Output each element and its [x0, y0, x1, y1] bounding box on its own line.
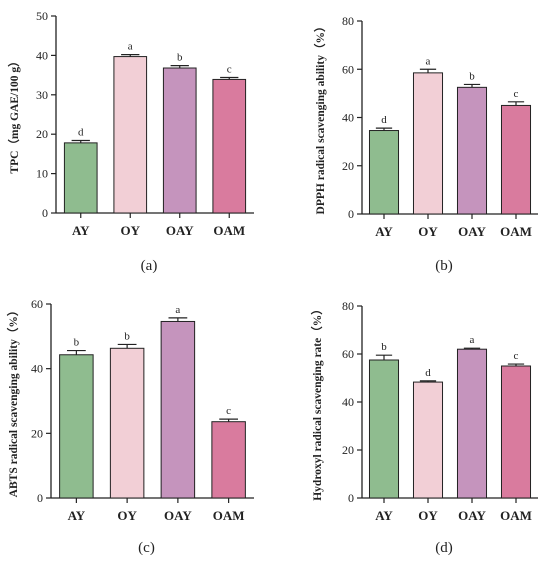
bar-oay	[456, 348, 488, 499]
bar-ay	[59, 354, 94, 499]
x-tick-label: OAY	[166, 223, 194, 238]
x-tick-label: OAY	[164, 508, 192, 523]
significance-label: b	[124, 330, 130, 342]
panel-label: (d)	[435, 540, 453, 556]
chart-panel-2: 0 20 40 60 80 DPPH radical scavenging ability…	[313, 14, 538, 274]
y-tick-label: 0	[348, 491, 354, 505]
bar-oy	[412, 381, 444, 499]
x-tick-label: AY	[375, 508, 393, 523]
bar-oam	[500, 104, 532, 215]
x-tick-label: OAY	[458, 224, 486, 239]
y-tick-label: 40	[342, 111, 354, 125]
significance-label: a	[426, 55, 431, 67]
x-tick-label: OAM	[500, 508, 532, 523]
significance-label: a	[175, 304, 180, 316]
y-tick-label: 10	[36, 167, 48, 181]
y-tick-label: 40	[36, 48, 48, 62]
bar-oay	[456, 86, 488, 215]
bar-oam	[212, 78, 247, 214]
panel-label: (b)	[435, 258, 453, 274]
x-tick-label: OY	[121, 223, 141, 238]
significance-label: c	[514, 350, 519, 362]
y-axis-title: DPPH radical scavenging ability（%）	[313, 21, 327, 215]
y-tick-label: 60	[342, 62, 354, 76]
bar-ay	[368, 359, 400, 499]
y-tick-label: 80	[342, 299, 354, 313]
bar-oam	[500, 365, 532, 499]
chart-panel-1: 0 10 20 30 40 50 TPC（mg GAE/100 g） d AY a OY b OAY c O…	[7, 9, 254, 274]
bar-oy	[113, 56, 148, 214]
significance-label: a	[128, 41, 133, 53]
significance-label: b	[469, 70, 475, 82]
y-tick-label: 20	[36, 127, 48, 141]
x-tick-label: AY	[72, 223, 90, 238]
y-tick-label: 20	[342, 159, 354, 173]
y-axis-title: ABTS radical scavenging ability（%）	[6, 305, 20, 498]
bar-oay	[160, 320, 196, 499]
significance-label: b	[381, 341, 387, 353]
bar-ay	[368, 130, 400, 215]
x-tick-label: AY	[375, 224, 393, 239]
bar-ay	[63, 142, 98, 214]
chart-panel-4: 0 20 40 60 80 Hydroxyl radical scavenging rat…	[310, 299, 538, 556]
x-tick-label: OAM	[213, 508, 245, 523]
y-tick-label: 0	[348, 207, 354, 221]
significance-label: c	[514, 88, 519, 100]
x-tick-label: OY	[418, 224, 438, 239]
significance-label: d	[78, 127, 84, 139]
bar-oam	[211, 421, 246, 499]
significance-label: b	[177, 52, 183, 64]
significance-label: b	[74, 337, 80, 349]
significance-label: d	[425, 367, 431, 379]
y-axis-title: TPC（mg GAE/100 g）	[7, 55, 21, 173]
x-tick-label: OY	[418, 508, 438, 523]
y-tick-label: 0	[42, 206, 48, 220]
panel-label: (a)	[141, 258, 158, 274]
bar-oy	[109, 347, 145, 499]
x-tick-label: OAM	[213, 223, 245, 238]
y-tick-label: 30	[36, 88, 48, 102]
y-tick-label: 60	[31, 297, 43, 311]
x-tick-label: OAY	[458, 508, 486, 523]
significance-label: d	[381, 114, 387, 126]
y-tick-label: 20	[342, 443, 354, 457]
panel-label: (c)	[138, 540, 155, 556]
y-tick-label: 0	[37, 491, 43, 505]
significance-label: c	[226, 405, 231, 417]
x-tick-label: OAM	[500, 224, 532, 239]
bar-oay	[162, 67, 197, 214]
significance-label: a	[470, 334, 475, 346]
y-tick-label: 40	[342, 395, 354, 409]
x-tick-label: OY	[117, 508, 137, 523]
x-tick-label: AY	[68, 508, 86, 523]
y-tick-label: 40	[31, 362, 43, 376]
bar-oy	[412, 72, 444, 215]
chart-panel-3: 0 20 40 60 ABTS radical scavenging ability（%…	[6, 297, 254, 556]
y-axis-title: Hydroxyl radical scavenging rate（%）	[310, 303, 324, 501]
y-tick-label: 50	[36, 9, 48, 23]
significance-label: c	[227, 63, 232, 75]
y-tick-label: 80	[342, 14, 354, 28]
y-tick-label: 60	[342, 347, 354, 361]
y-tick-label: 20	[31, 426, 43, 440]
